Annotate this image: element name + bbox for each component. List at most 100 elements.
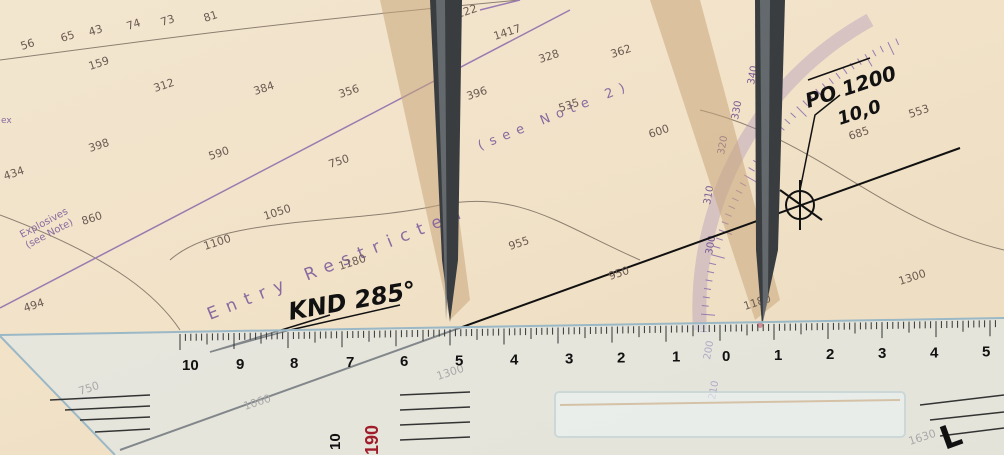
depth-sounding: 434 xyxy=(2,164,26,183)
depth-sounding: 1100 xyxy=(202,232,233,253)
rose-label: 300 xyxy=(704,235,718,256)
depth-sounding: 600 xyxy=(647,122,671,141)
divider-shadow xyxy=(650,0,780,320)
depth-sounding: 1417 xyxy=(492,22,523,43)
rose-tick xyxy=(835,72,841,79)
rose-tick xyxy=(707,270,715,274)
depth-sounding: 356 xyxy=(337,82,361,101)
ruler-number: 7 xyxy=(346,354,354,371)
underline xyxy=(807,57,871,81)
rose-tick xyxy=(879,45,884,53)
divider-leg-right-highlight xyxy=(760,0,770,322)
depth-sounding: 535 xyxy=(557,96,581,115)
depth-sounding: 43 xyxy=(87,22,104,39)
rose-tick xyxy=(864,53,873,67)
rose-tick xyxy=(702,296,710,299)
rose-tick xyxy=(796,106,807,117)
depth-sounding: 81 xyxy=(202,8,219,25)
depth-sounding: 65 xyxy=(59,28,76,45)
rose-label: 330 xyxy=(730,100,744,121)
depth-sounding: 494 xyxy=(22,296,46,315)
chart-side-label: ex xyxy=(1,116,12,126)
depth-sounding: 950 xyxy=(607,264,631,283)
ruler-number: 3 xyxy=(565,350,573,367)
rose-tick xyxy=(748,167,755,172)
ruler-number: 6 xyxy=(400,353,408,370)
ruler-hatch-right xyxy=(919,394,1004,437)
rose-tick xyxy=(715,237,723,241)
depth-sounding: 590 xyxy=(207,144,231,163)
depth-sounding: 955 xyxy=(507,234,531,253)
ruler-scale-numbers: 10 9 8 7 6 5 4 3 2 1 0 1 2 3 4 5 xyxy=(182,343,990,374)
ruler-number: 5 xyxy=(455,352,463,369)
rose-tick xyxy=(821,83,828,90)
restricted-area-boundary xyxy=(0,9,571,309)
depth-sounding: 328 xyxy=(537,47,561,66)
contour-line xyxy=(0,214,181,331)
depth-sounding: 56 xyxy=(19,36,36,53)
rose-tick xyxy=(713,245,721,249)
depth-sounding: 73 xyxy=(159,12,176,29)
note-reference: (see Note 2) xyxy=(476,78,634,153)
glass-reflection xyxy=(559,399,901,406)
rose-tick xyxy=(700,313,716,316)
ruler-edge xyxy=(0,335,116,455)
ruler-number: 2 xyxy=(617,350,625,367)
depth-sounding: 553 xyxy=(907,102,931,121)
glass-block xyxy=(554,391,906,438)
divider-leg-right xyxy=(755,0,785,325)
rose-tick xyxy=(808,94,815,101)
ruler-mark-10: 10 xyxy=(327,433,344,450)
depth-sounding: 384 xyxy=(252,79,276,98)
rose-tick xyxy=(790,112,797,119)
depth-sounding: 396 xyxy=(465,84,489,103)
rose-tick xyxy=(815,88,826,101)
ruler-number: 4 xyxy=(930,344,939,361)
explosives-label: Explosives(see Note) xyxy=(18,206,75,251)
ruler-number: 2 xyxy=(826,346,834,363)
ruler-number: 9 xyxy=(236,356,244,373)
underline xyxy=(289,304,401,331)
ruler-edge xyxy=(0,317,1004,336)
ruler-number: 5 xyxy=(982,343,990,360)
ruler-number: 4 xyxy=(510,351,519,368)
rose-tick xyxy=(709,262,717,266)
rose-tick xyxy=(872,49,877,57)
rose-tick xyxy=(887,41,895,55)
depth-sounding: 685 xyxy=(847,124,871,143)
ruler-number: 0 xyxy=(722,348,730,365)
rose-tick xyxy=(828,77,834,85)
rose-tick xyxy=(842,67,848,75)
rose-tick xyxy=(895,38,900,46)
depth-sounding: 74 xyxy=(125,16,142,33)
rose-tick xyxy=(705,279,713,282)
rose-tick xyxy=(802,100,809,107)
rose-tick xyxy=(784,118,791,125)
ruler-number: 1 xyxy=(672,349,680,366)
divider-leg-left-highlight xyxy=(436,0,447,320)
depth-sounding: 362 xyxy=(609,42,633,61)
ruler-hatch-center xyxy=(399,391,471,441)
rose-tick xyxy=(711,254,725,259)
restricted-area-boundary xyxy=(479,0,521,11)
fix-leader-line xyxy=(799,94,841,191)
rose-tick xyxy=(703,287,712,290)
ruler-scale-ticks xyxy=(179,320,996,350)
depth-sounding: 159 xyxy=(87,54,111,73)
depth-sounding: 398 xyxy=(87,136,111,155)
ruler-number: 1 xyxy=(774,347,782,364)
contour-line xyxy=(699,109,1004,251)
depth-sounding: 860 xyxy=(80,209,104,228)
depth-sounding: 1300 xyxy=(897,267,928,288)
ruler-hatch-left xyxy=(49,394,151,433)
ruler-number: 10 xyxy=(182,357,199,374)
depth-sounding: 1050 xyxy=(262,202,293,223)
depth-sounding: 312 xyxy=(152,76,176,95)
ruler-number: 3 xyxy=(878,345,886,362)
ruler-mark-190: 190 xyxy=(362,425,382,455)
depth-sounding: 750 xyxy=(327,152,351,171)
ruler-number: 8 xyxy=(290,355,298,372)
rose-tick xyxy=(701,305,709,307)
